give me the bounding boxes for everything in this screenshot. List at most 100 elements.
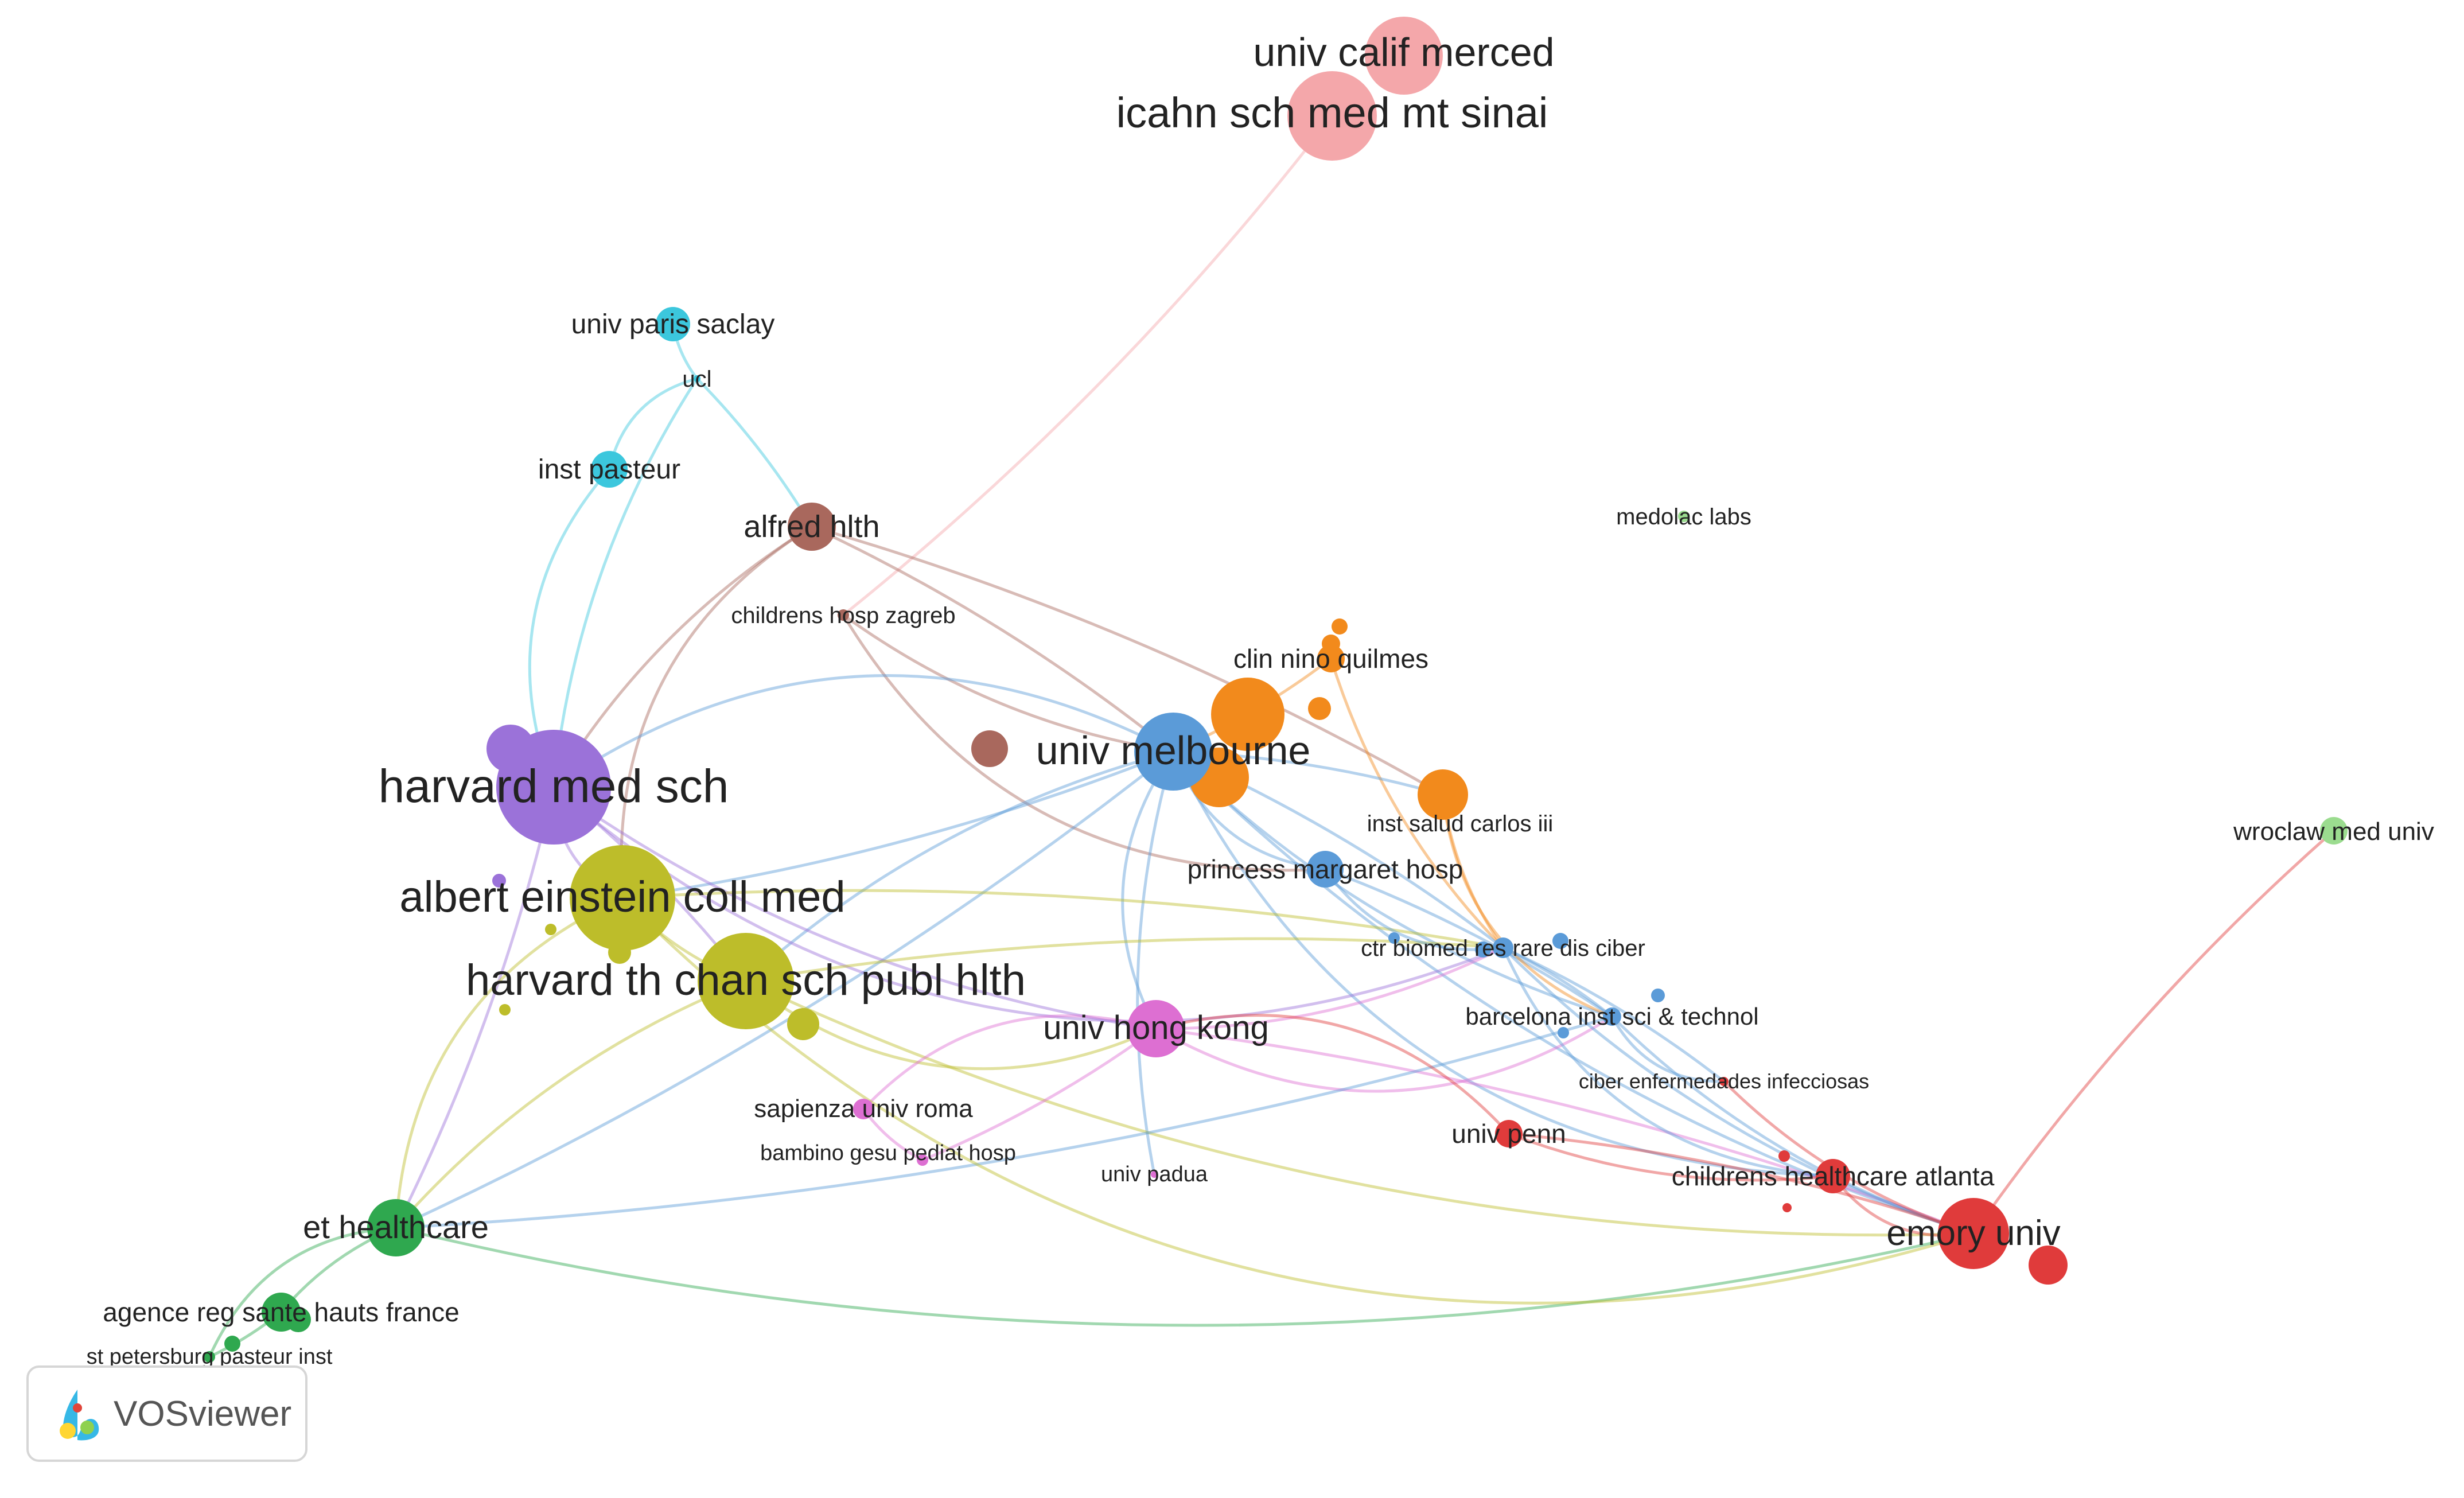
label-univ-calif-merced: univ calif merced <box>1253 30 1554 75</box>
link-univ-hong-kong-ctr-biomed-res-rare-dis-ciber <box>1155 946 1504 1030</box>
link-childrens-hosp-zagreb-princess-margaret-hosp <box>842 614 1326 872</box>
label-barcelona-inst-sci-technol: barcelona inst sci & technol <box>1465 1003 1758 1030</box>
link-princess-margaret-hosp-ctr-biomed-res-rare-dis-ciber <box>1324 868 1504 951</box>
node-et-healthcare[interactable] <box>367 1199 425 1256</box>
label-bambino-gesu-pediat-hosp: bambino gesu pediat hosp <box>760 1141 1016 1165</box>
satellite-node <box>1332 618 1348 635</box>
link-albert-einstein-coll-med-ctr-biomed-res-rare-dis-ciber <box>622 889 1504 950</box>
satellite-node <box>1552 933 1568 949</box>
link-childrens-hosp-zagreb-univ-melbourne <box>842 613 1174 753</box>
label-harvard-th-chan-sch-publ-hlth: harvard th chan sch publ hlth <box>466 956 1026 1005</box>
link-barcelona-inst-sci-technol-et-healthcare <box>395 1015 1613 1229</box>
link-ctr-biomed-res-rare-dis-ciber-barcelona-inst-sci-technol <box>1502 946 1613 1018</box>
node-alfred-hlth[interactable] <box>788 503 836 551</box>
link-alfred-hlth-univ-melbourne <box>811 525 1174 753</box>
link-univ-penn-univ-hong-kong <box>1155 1014 1510 1135</box>
satellite-node <box>492 874 506 888</box>
node-ucl[interactable] <box>694 375 700 382</box>
link-univ-melbourne-univ-hong-kong <box>1121 750 1175 1030</box>
node-medolac-labs[interactable] <box>1678 511 1690 522</box>
label-ciber-enfermedades-infecciosas: ciber enfermedades infecciosas <box>1579 1069 1869 1093</box>
label-univ-padua: univ padua <box>1101 1162 1208 1186</box>
node-univ-padua[interactable] <box>1151 1171 1158 1178</box>
satellite-node <box>1778 1150 1790 1162</box>
network-labels: univ calif merced icahn sch med mt sinai u… <box>87 30 2434 1369</box>
link-univ-melbourne-childrens-healthcare-atlanta <box>1171 750 1834 1178</box>
node-sapienza-univ-roma[interactable] <box>853 1099 874 1119</box>
node-univ-penn[interactable] <box>1495 1120 1523 1147</box>
label-medolac-labs: medolac labs <box>1616 504 1751 530</box>
link-et-healthcare-emory-univ <box>395 1226 1974 1327</box>
node-univ-melbourne[interactable] <box>1134 713 1212 791</box>
label-harvard-med-sch: harvard med sch <box>379 760 729 812</box>
satellite-node <box>1782 1203 1792 1212</box>
link-alfred-hlth-albert-einstein-coll-med <box>620 525 813 898</box>
node-emory-univ[interactable] <box>1938 1198 2009 1269</box>
node-icahn-sch-med-mt-sinai[interactable] <box>1287 71 1377 161</box>
label-et-healthcare: et healthcare <box>303 1209 489 1245</box>
link-ucl-harvard-med-sch <box>552 378 699 788</box>
label-wroclaw-med-univ: wroclaw med univ <box>2233 818 2434 846</box>
label-univ-penn: univ penn <box>1451 1119 1566 1149</box>
link-univ-penn-emory-univ <box>1508 1132 1974 1235</box>
link-univ-melbourne-harvard-med-sch <box>552 674 1174 789</box>
link-ctr-biomed-res-rare-dis-ciber-ciber-enfermedades-infecciosas <box>1502 946 1725 1083</box>
node-st-petersburg-pasteur-inst[interactable] <box>204 1351 215 1363</box>
link-albert-einstein-coll-med-emory-univ <box>621 897 1974 1305</box>
satellite-node <box>1388 932 1400 944</box>
satellite-node <box>2029 1246 2068 1285</box>
label-emory-univ: emory univ <box>1886 1213 2060 1253</box>
link-barcelona-inst-sci-technol-emory-univ <box>1611 1015 1974 1235</box>
link-univ-melbourne-albert-einstein-coll-med <box>622 750 1174 900</box>
satellite-node <box>787 1008 819 1040</box>
satellite-node <box>1651 989 1665 1002</box>
label-childrens-healthcare-atlanta: childrens healthcare atlanta <box>1672 1161 1995 1191</box>
label-childrens-hosp-zagreb: childrens hosp zagreb <box>731 603 955 628</box>
node-univ-calif-merced[interactable] <box>1365 17 1443 95</box>
link-harvard-th-chan-sch-publ-hlth-et-healthcare <box>395 979 746 1229</box>
label-st-petersburg-pasteur-inst: st petersburg pasteur inst <box>87 1345 333 1369</box>
label-inst-pasteur: inst pasteur <box>538 454 680 485</box>
node-princess-margaret-hosp[interactable] <box>1307 851 1344 888</box>
link-harvard-med-sch-univ-hong-kong <box>552 785 1157 1030</box>
satellite-node <box>1308 697 1331 720</box>
label-alfred-hlth: alfred hlth <box>744 509 879 544</box>
node-albert-einstein-coll-med[interactable] <box>570 845 675 951</box>
label-clin-nino-quilmes: clin nino quilmes <box>1233 644 1428 674</box>
satellite-node <box>224 1336 240 1352</box>
vosviewer-logo-icon <box>60 1390 99 1441</box>
link-albert-einstein-coll-med-et-healthcare <box>394 896 624 1228</box>
label-ucl: ucl <box>682 367 711 392</box>
node-barcelona-inst-sci-technol[interactable] <box>1603 1007 1621 1026</box>
link-univ-hong-kong-emory-univ <box>1155 1027 1974 1235</box>
network-nodes <box>204 17 2348 1363</box>
node-harvard-th-chan-sch-publ-hlth[interactable] <box>698 933 794 1029</box>
node-childrens-healthcare-atlanta[interactable] <box>1816 1159 1850 1193</box>
node-agence-reg-sante-hauts-france[interactable] <box>262 1293 301 1332</box>
link-univ-melbourne-univ-padua <box>1136 751 1175 1175</box>
label-ctr-biomed-res-rare-dis-ciber: ctr biomed res rare dis ciber <box>1361 936 1645 961</box>
satellite-node <box>1475 941 1491 958</box>
link-ctr-biomed-res-rare-dis-ciber-emory-univ <box>1502 947 1974 1235</box>
link-harvard-med-sch-ctr-biomed-res-rare-dis-ciber <box>552 786 1504 1023</box>
node-inst-salud-carlos-iii[interactable] <box>1418 769 1468 820</box>
node-bambino-gesu-pediat-hosp[interactable] <box>917 1154 928 1166</box>
label-univ-paris-saclay: univ paris saclay <box>571 309 775 340</box>
node-clin-nino-quilmes[interactable] <box>1317 645 1345 672</box>
node-wroclaw-med-univ[interactable] <box>2320 817 2348 845</box>
link-barcelona-inst-sci-technol-ciber-enfermedades-infecciosas <box>1610 1015 1725 1083</box>
link-univ-hong-kong-barcelona-inst-sci-technol <box>1155 1015 1613 1093</box>
node-univ-paris-saclay[interactable] <box>656 307 690 341</box>
node-harvard-med-sch[interactable] <box>496 730 611 845</box>
node-ciber-enfermedades-infecciosas[interactable] <box>1719 1077 1729 1086</box>
link-emory-univ-wroclaw-med-univ <box>1972 830 2335 1235</box>
label-univ-melbourne: univ melbourne <box>1036 728 1311 773</box>
node-univ-hong-kong[interactable] <box>1127 1000 1185 1057</box>
label-univ-hong-kong: univ hong kong <box>1043 1009 1268 1046</box>
satellite-node <box>971 730 1008 767</box>
node-childrens-hosp-zagreb[interactable] <box>838 609 849 621</box>
node-inst-pasteur[interactable] <box>591 451 628 488</box>
link-icahn-sch-med-mt-sinai-childrens-hosp-zagreb <box>842 115 1333 616</box>
node-ctr-biomed-res-rare-dis-ciber[interactable] <box>1493 937 1513 958</box>
